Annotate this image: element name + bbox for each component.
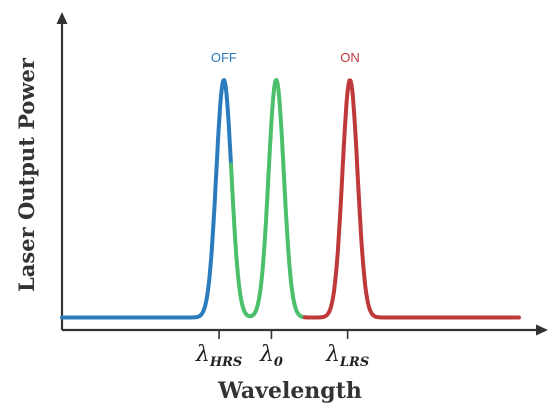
peak-annotations: OFF ON	[211, 50, 360, 65]
x-tick-label-2: λ0	[259, 342, 283, 370]
y-axis-arrowhead	[56, 12, 68, 24]
series-curve-2	[229, 78, 307, 320]
y-axis-title: Laser Output Power	[14, 57, 39, 292]
x-axis-title: Wavelength	[217, 378, 362, 404]
x-tick-label-3: λLRS	[325, 342, 369, 370]
x-axis-arrowhead	[536, 324, 548, 336]
series-curve-1	[60, 78, 233, 320]
peak-label-off: OFF	[211, 50, 237, 65]
peak-label-on: ON	[340, 50, 360, 65]
axes	[56, 12, 548, 336]
x-ticks: λHRS λ0 λLRS	[195, 330, 369, 370]
curves	[60, 78, 521, 320]
series-curve-3	[302, 78, 521, 320]
x-tick-label-1: λHRS	[195, 342, 242, 370]
